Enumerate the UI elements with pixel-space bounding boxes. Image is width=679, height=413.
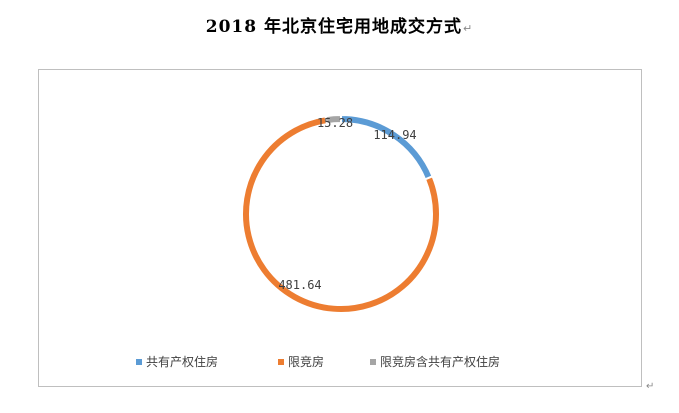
paragraph-mark-icon: ↵ (646, 381, 655, 392)
donut-slice-1 (340, 113, 434, 181)
legend-swatch-2 (278, 359, 284, 365)
chart-area (38, 69, 642, 387)
chart-title-text: 2018 年北京住宅用地成交方式 (205, 17, 462, 37)
data-label-3: 15.28 (317, 116, 353, 130)
data-label-2: 481.64 (278, 278, 321, 292)
donut-slice-3 (324, 113, 342, 126)
legend-label-2: 限竞房 (288, 354, 324, 369)
legend-swatch-1 (136, 359, 142, 365)
data-labels-group: 114.94 481.64 15.28 (278, 116, 416, 292)
legend-label-1: 共有产权住房 (146, 354, 218, 369)
legend-label-3: 限竞房含共有产权住房 (380, 354, 500, 369)
data-label-1: 114.94 (373, 128, 416, 142)
legend: 共有产权住房 限竞房 限竞房含共有产权住房 (136, 354, 500, 369)
slices-group (241, 113, 441, 314)
chart-title: 2018 年北京住宅用地成交方式↵ (0, 12, 679, 37)
paragraph-mark-icon: ↵ (463, 22, 474, 35)
legend-swatch-3 (370, 359, 376, 365)
